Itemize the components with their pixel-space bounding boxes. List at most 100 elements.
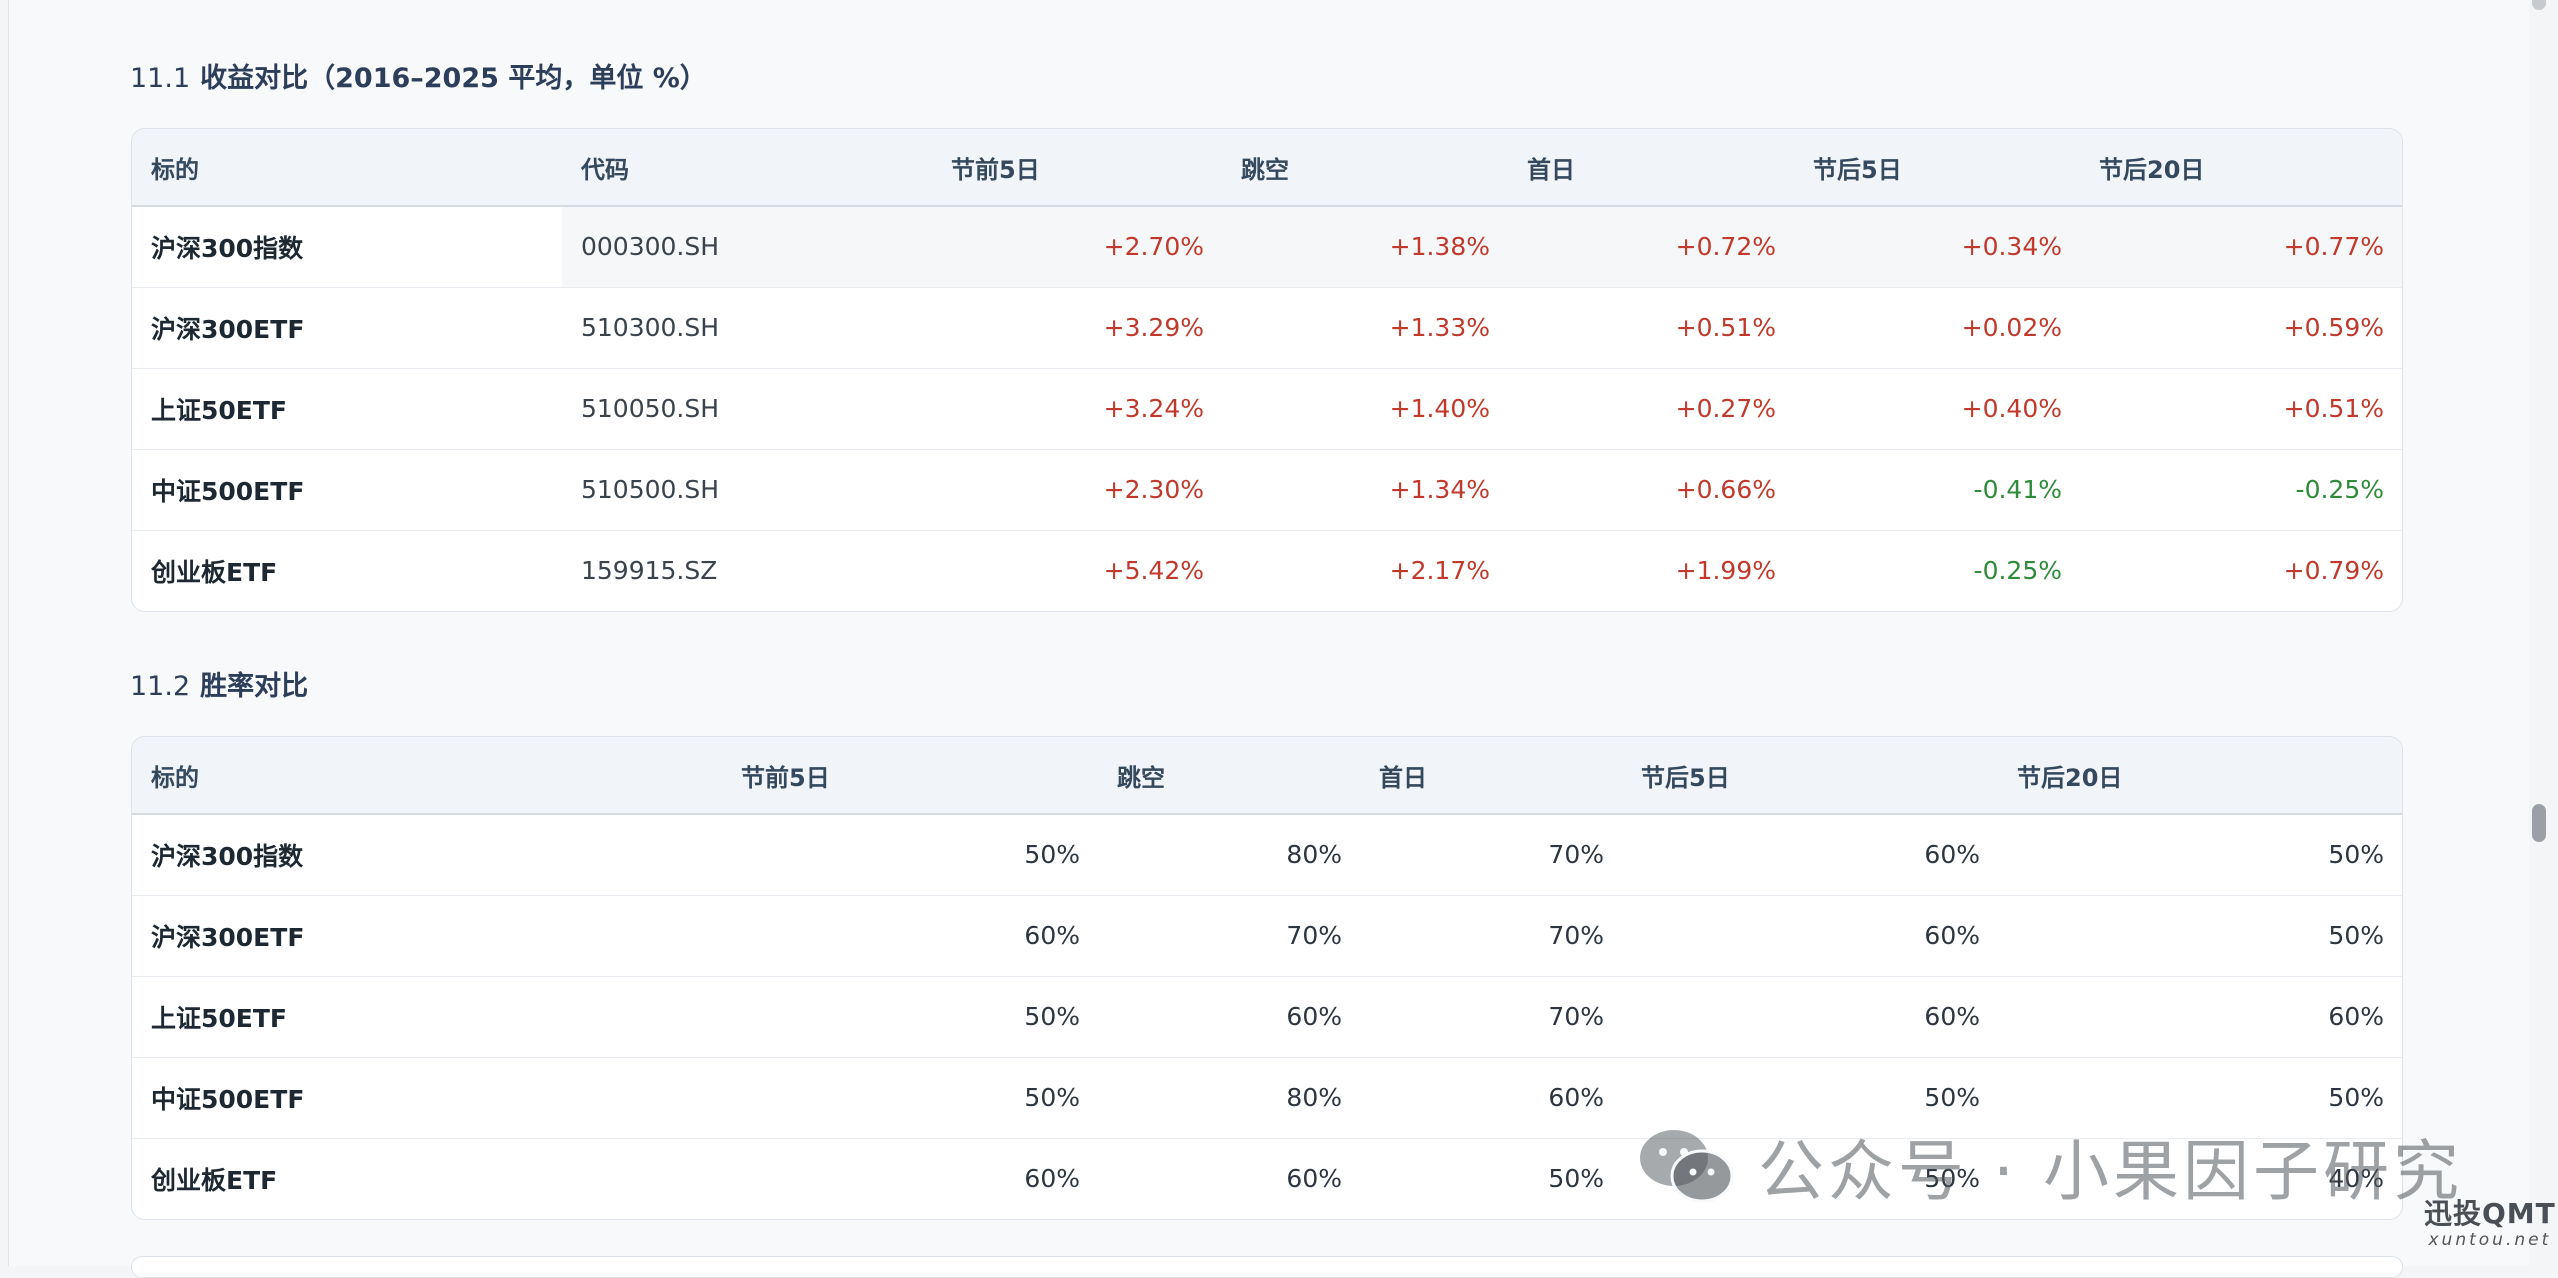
col-header[interactable]: 节后5日 [1622, 737, 1998, 815]
table-row: 中证500ETF 50% 80% 60% 50% 50% [132, 1057, 2402, 1139]
table-row: 中证500ETF 510500.SH +2.30% +1.34% +0.66% -0.41… [132, 449, 2402, 531]
return-value: +0.51% [1508, 287, 1794, 369]
winrate-value: 50% [1924, 1164, 1980, 1194]
return-value: -0.25% [2080, 449, 2402, 531]
asset-name: 创业板ETF [151, 557, 278, 587]
col-header[interactable]: 节前5日 [932, 129, 1222, 207]
table-row: 创业板ETF 159915.SZ +5.42% +2.17% +1.99% -0.25% +… [132, 530, 2402, 611]
section-heading: 胜率对比 [200, 671, 309, 702]
winrate-value: 60% [1286, 1164, 1342, 1194]
return-value: +2.70% [932, 206, 1222, 288]
col-header[interactable]: 节后20日 [2080, 129, 2402, 207]
table-row: 创业板ETF 60% 60% 50% 50% 40% [132, 1138, 2402, 1219]
col-header[interactable]: 标的 [132, 129, 562, 207]
next-section-card [131, 1256, 2403, 1278]
winrate-value: 80% [1098, 1057, 1360, 1139]
winrate-value: 60% [1024, 1164, 1080, 1194]
return-value: +0.02% [1794, 287, 2080, 369]
winrate-value: 60% [1098, 976, 1360, 1058]
section-heading: 收益对比（2016–2025 平均，单位 %） [200, 63, 707, 94]
return-value: +2.17% [1389, 556, 1490, 586]
return-value: +1.99% [1675, 556, 1776, 586]
winrate-table: 标的 节前5日 跳空 首日 节后5日 节后20日 沪深300指数 50% 80% 70… [131, 736, 2403, 1220]
asset-name: 中证500ETF [132, 1057, 722, 1139]
return-value: +0.66% [1508, 449, 1794, 531]
watermark-text: 公众号 · 小果因子研究 [1758, 1133, 2463, 1210]
col-header[interactable]: 跳空 [1222, 129, 1508, 207]
returns-table: 标的 代码 节前5日 跳空 首日 节后5日 节后20日 沪深300指数 00030… [131, 128, 2403, 612]
table-row: 沪深300指数 50% 80% 70% 60% 50% [132, 814, 2402, 896]
winrate-value: 60% [1998, 976, 2402, 1058]
col-header[interactable]: 节后20日 [1998, 737, 2402, 815]
winrate-value: 70% [1360, 976, 1622, 1058]
winrate-value: 60% [722, 895, 1098, 977]
wechat-icon [1640, 1130, 1734, 1203]
asset-name: 沪深300指数 [132, 814, 722, 896]
asset-name: 沪深300ETF [132, 287, 562, 369]
return-value: +0.59% [2080, 287, 2402, 369]
return-value: +1.34% [1222, 449, 1508, 531]
return-value: +3.24% [932, 368, 1222, 450]
return-value: +0.79% [2283, 556, 2384, 586]
page-content: 11.1 收益对比（2016–2025 平均，单位 %） 标的 代码 节前5日 跳… [8, 0, 2529, 1278]
winrate-value: 70% [1360, 895, 1622, 977]
brand-url: xuntou.net [2428, 1230, 2552, 1250]
table-header-row: 标的 节前5日 跳空 首日 节后5日 节后20日 [132, 737, 2402, 815]
asset-code: 510500.SH [562, 449, 932, 531]
section-number: 11.2 [130, 671, 191, 702]
return-value: +2.30% [932, 449, 1222, 531]
watermark: 公众号 · 小果因子研究 [1636, 1118, 2463, 1214]
section-title-winrate: 11.2 胜率对比 [130, 664, 308, 703]
winrate-value: 80% [1098, 814, 1360, 896]
section-title-returns: 11.1 收益对比（2016–2025 平均，单位 %） [130, 56, 707, 95]
return-value: +0.51% [2080, 368, 2402, 450]
winrate-value: 50% [1622, 1057, 1998, 1139]
winrate-value: 50% [1998, 814, 2402, 896]
asset-code: 000300.SH [562, 206, 932, 288]
winrate-value: 50% [1998, 1057, 2402, 1139]
section-number: 11.1 [130, 63, 191, 94]
return-value: +3.29% [932, 287, 1222, 369]
asset-name: 创业板ETF [151, 1165, 278, 1195]
col-header[interactable]: 代码 [562, 129, 932, 207]
table-header-row: 标的 代码 节前5日 跳空 首日 节后5日 节后20日 [132, 129, 2402, 207]
winrate-value: 50% [1998, 895, 2402, 977]
winrate-value: 50% [722, 814, 1098, 896]
asset-name: 沪深300指数 [132, 206, 562, 288]
return-value: +1.40% [1222, 368, 1508, 450]
winrate-value: 50% [722, 976, 1098, 1058]
table-row: 沪深300ETF 60% 70% 70% 60% 50% [132, 895, 2402, 977]
scrollbar-thumb[interactable] [2532, 804, 2546, 842]
col-header[interactable]: 首日 [1360, 737, 1622, 815]
return-value: -0.41% [1794, 449, 2080, 531]
winrate-value: 60% [1622, 976, 1998, 1058]
scrollbar-top[interactable] [2532, 0, 2546, 10]
col-header[interactable]: 跳空 [1098, 737, 1360, 815]
col-header[interactable]: 节后5日 [1794, 129, 2080, 207]
asset-code: 510050.SH [562, 368, 932, 450]
table-row: 沪深300ETF 510300.SH +3.29% +1.33% +0.51% +0.02… [132, 287, 2402, 369]
table-row: 上证50ETF 50% 60% 70% 60% 60% [132, 976, 2402, 1058]
return-value: +0.34% [1794, 206, 2080, 288]
col-header[interactable]: 标的 [132, 737, 722, 815]
col-header[interactable]: 节前5日 [722, 737, 1098, 815]
return-value: +0.72% [1508, 206, 1794, 288]
return-value: +0.77% [2080, 206, 2402, 288]
winrate-value: 60% [1622, 895, 1998, 977]
col-header[interactable]: 首日 [1508, 129, 1794, 207]
asset-name: 上证50ETF [132, 368, 562, 450]
winrate-value: 40% [2328, 1164, 2384, 1194]
winrate-value: 60% [1622, 814, 1998, 896]
winrate-value: 70% [1098, 895, 1360, 977]
winrate-value: 70% [1360, 814, 1622, 896]
return-value: +1.33% [1222, 287, 1508, 369]
table-row: 上证50ETF 510050.SH +3.24% +1.40% +0.27% +0.40%… [132, 368, 2402, 450]
winrate-value: 50% [1548, 1164, 1604, 1194]
return-value: +5.42% [1103, 556, 1204, 586]
asset-name: 沪深300ETF [132, 895, 722, 977]
brand-logo: 迅投QMT xuntou.net [2424, 1200, 2556, 1249]
asset-code: 159915.SZ [581, 556, 718, 586]
winrate-value: 50% [722, 1057, 1098, 1139]
asset-code: 510300.SH [562, 287, 932, 369]
asset-name: 上证50ETF [132, 976, 722, 1058]
